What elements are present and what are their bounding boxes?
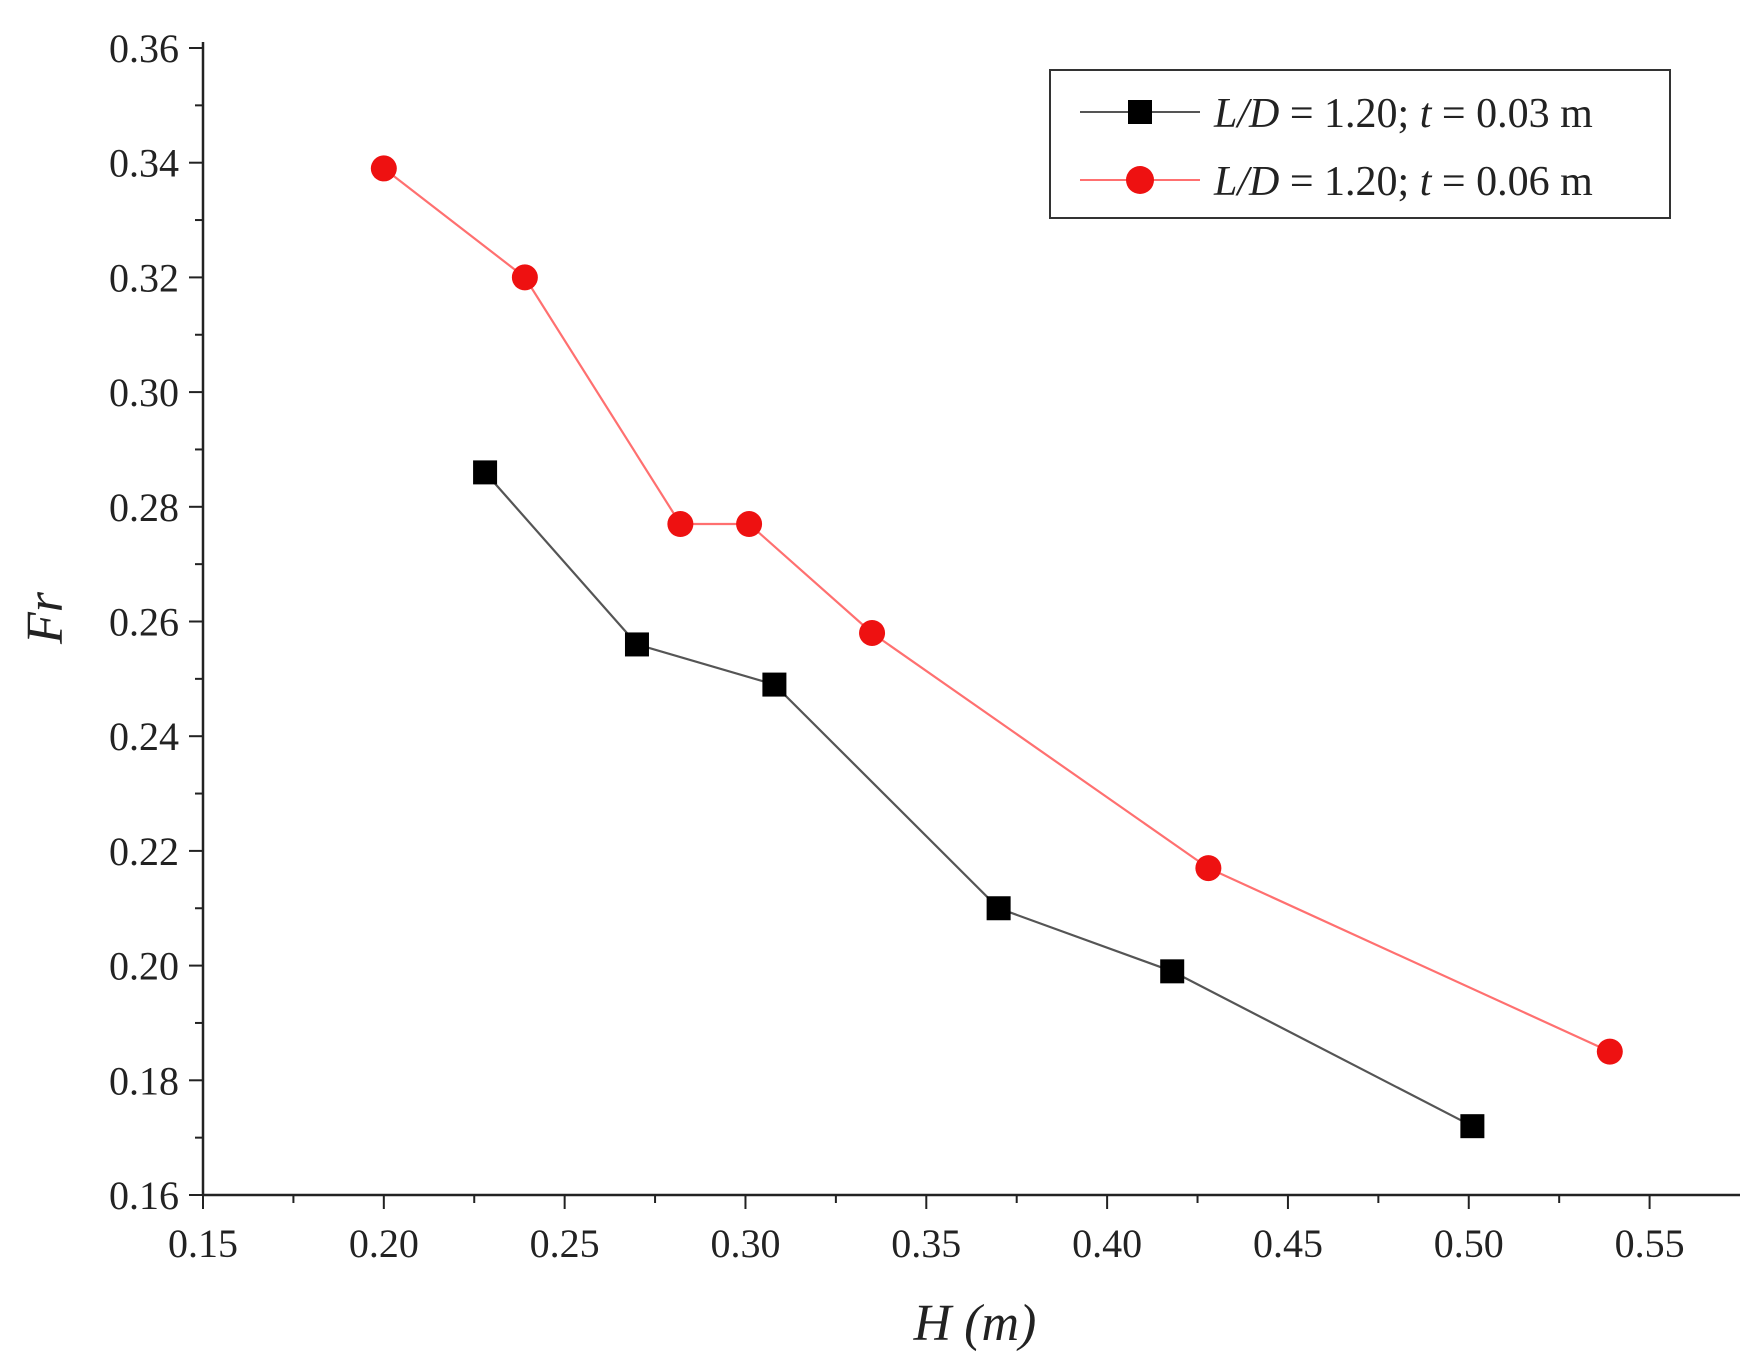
y-axis-title: Fr xyxy=(17,591,74,645)
legend-label-series-1-p4: = 0.03 m xyxy=(1431,91,1593,137)
x-tick-label: 0.25 xyxy=(530,1221,600,1266)
y-tick-label: 0.32 xyxy=(109,255,179,300)
x-tick-label: 0.50 xyxy=(1434,1221,1504,1266)
series-2-point xyxy=(736,511,763,538)
y-tick-label: 0.24 xyxy=(109,714,179,759)
series-2-point xyxy=(511,264,538,291)
series-1-point xyxy=(1160,959,1185,984)
x-tick-label: 0.55 xyxy=(1615,1221,1685,1266)
y-tick-label: 0.28 xyxy=(109,485,179,530)
y-tick-label: 0.36 xyxy=(109,26,179,71)
x-tick-label: 0.20 xyxy=(349,1221,419,1266)
x-tick-label: 0.35 xyxy=(891,1221,961,1266)
y-tick-label: 0.18 xyxy=(109,1058,179,1103)
legend-label-series-2-p2: = 1.20; xyxy=(1279,159,1419,205)
x-tick-label: 0.40 xyxy=(1072,1221,1142,1266)
series-1-point xyxy=(1460,1114,1485,1139)
y-tick-label: 0.26 xyxy=(109,600,179,645)
plot-area xyxy=(370,155,1623,1139)
x-tick-label: 0.15 xyxy=(168,1221,238,1266)
legend-label-series-1-p3: t xyxy=(1420,91,1433,137)
legend-label-series-2: L/D = 1.20; t = 0.06 m xyxy=(1213,159,1593,205)
y-tick-label: 0.22 xyxy=(109,829,179,874)
series-2-point xyxy=(667,511,694,538)
y-tick-label: 0.16 xyxy=(109,1173,179,1218)
legend-label-series-2-p4: = 0.06 m xyxy=(1431,159,1593,205)
series-1-point xyxy=(762,672,787,697)
x-tick-label: 0.30 xyxy=(710,1221,780,1266)
axes: 0.15 0.20 0.25 0.30 0.35 0.40 0.45 0.50 0.55 0.16… xyxy=(109,26,1740,1266)
legend-label-series-1: L/D = 1.20; t = 0.03 m xyxy=(1213,91,1593,137)
legend-box xyxy=(1049,69,1671,219)
y-tick-label: 0.20 xyxy=(109,944,179,989)
series-1-line xyxy=(484,471,1473,1128)
x-axis-title: H (m) xyxy=(913,1295,1037,1352)
series-2-point xyxy=(859,619,886,646)
series-2-point xyxy=(1195,855,1222,882)
legend-label-series-1-p1: L/D xyxy=(1213,91,1279,137)
legend-label-series-2-p1: L/D xyxy=(1213,159,1279,205)
legend-label-series-1-p2: = 1.20; xyxy=(1279,91,1419,137)
y-tick-label: 0.34 xyxy=(109,141,179,186)
series-1-point xyxy=(473,460,498,485)
x-tick-label: 0.45 xyxy=(1253,1221,1323,1266)
y-tick-label: 0.30 xyxy=(109,370,179,415)
series-1-point xyxy=(986,896,1011,921)
series-2-point xyxy=(1596,1038,1623,1065)
legend-label-series-2-p3: t xyxy=(1420,159,1433,205)
series-2-point xyxy=(370,155,397,182)
series-1-point xyxy=(624,632,649,657)
legend-marker-series-1 xyxy=(1128,100,1152,124)
legend: L/D = 1.20; t = 0.03 m L/D = 1.20; t = 0… xyxy=(1049,69,1671,219)
legend-marker-series-2 xyxy=(1126,166,1154,194)
